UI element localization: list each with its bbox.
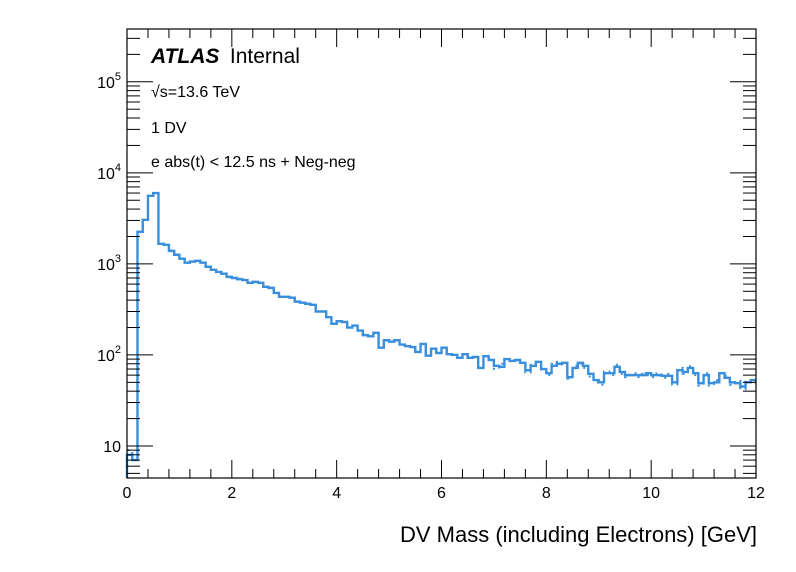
x-tick-label: 4	[332, 485, 341, 502]
x-tick-label: 6	[437, 485, 446, 502]
plot-marks	[125, 191, 756, 478]
selection-label: 1 DV	[151, 120, 187, 137]
x-tick-label: 8	[542, 485, 551, 502]
x-tick-labels: 0 2 4 6 8 10 12	[123, 485, 765, 502]
x-tick-label: 2	[227, 485, 236, 502]
internal-label: Internal	[230, 45, 300, 68]
energy-label: √s=13.6 TeV	[151, 84, 240, 101]
x-tick-label: 12	[747, 485, 765, 502]
y-tick-label: 102	[97, 344, 121, 365]
y-tick-labels: 10 102 103 104 105	[97, 71, 121, 456]
y-tick-label: 103	[97, 253, 121, 274]
series-dotted	[126, 192, 756, 478]
x-tick-label: 0	[123, 485, 132, 502]
x-axis-title: DV Mass (including Electrons) [GeV]	[400, 522, 757, 547]
y-tick-label: 10	[103, 439, 121, 456]
cut-label: e abs(t) < 12.5 ns + Neg-neg	[151, 154, 356, 171]
histogram-line-dotted	[126, 192, 756, 478]
atlas-logo-text: ATLAS	[150, 45, 219, 68]
atlas-label: ATLAS Internal	[150, 45, 300, 68]
y-tick-label: 104	[97, 162, 121, 183]
x-tick-label: 10	[642, 485, 660, 502]
y-tick-label: 105	[97, 71, 121, 92]
plot-frame	[126, 28, 757, 479]
axes	[126, 29, 757, 478]
